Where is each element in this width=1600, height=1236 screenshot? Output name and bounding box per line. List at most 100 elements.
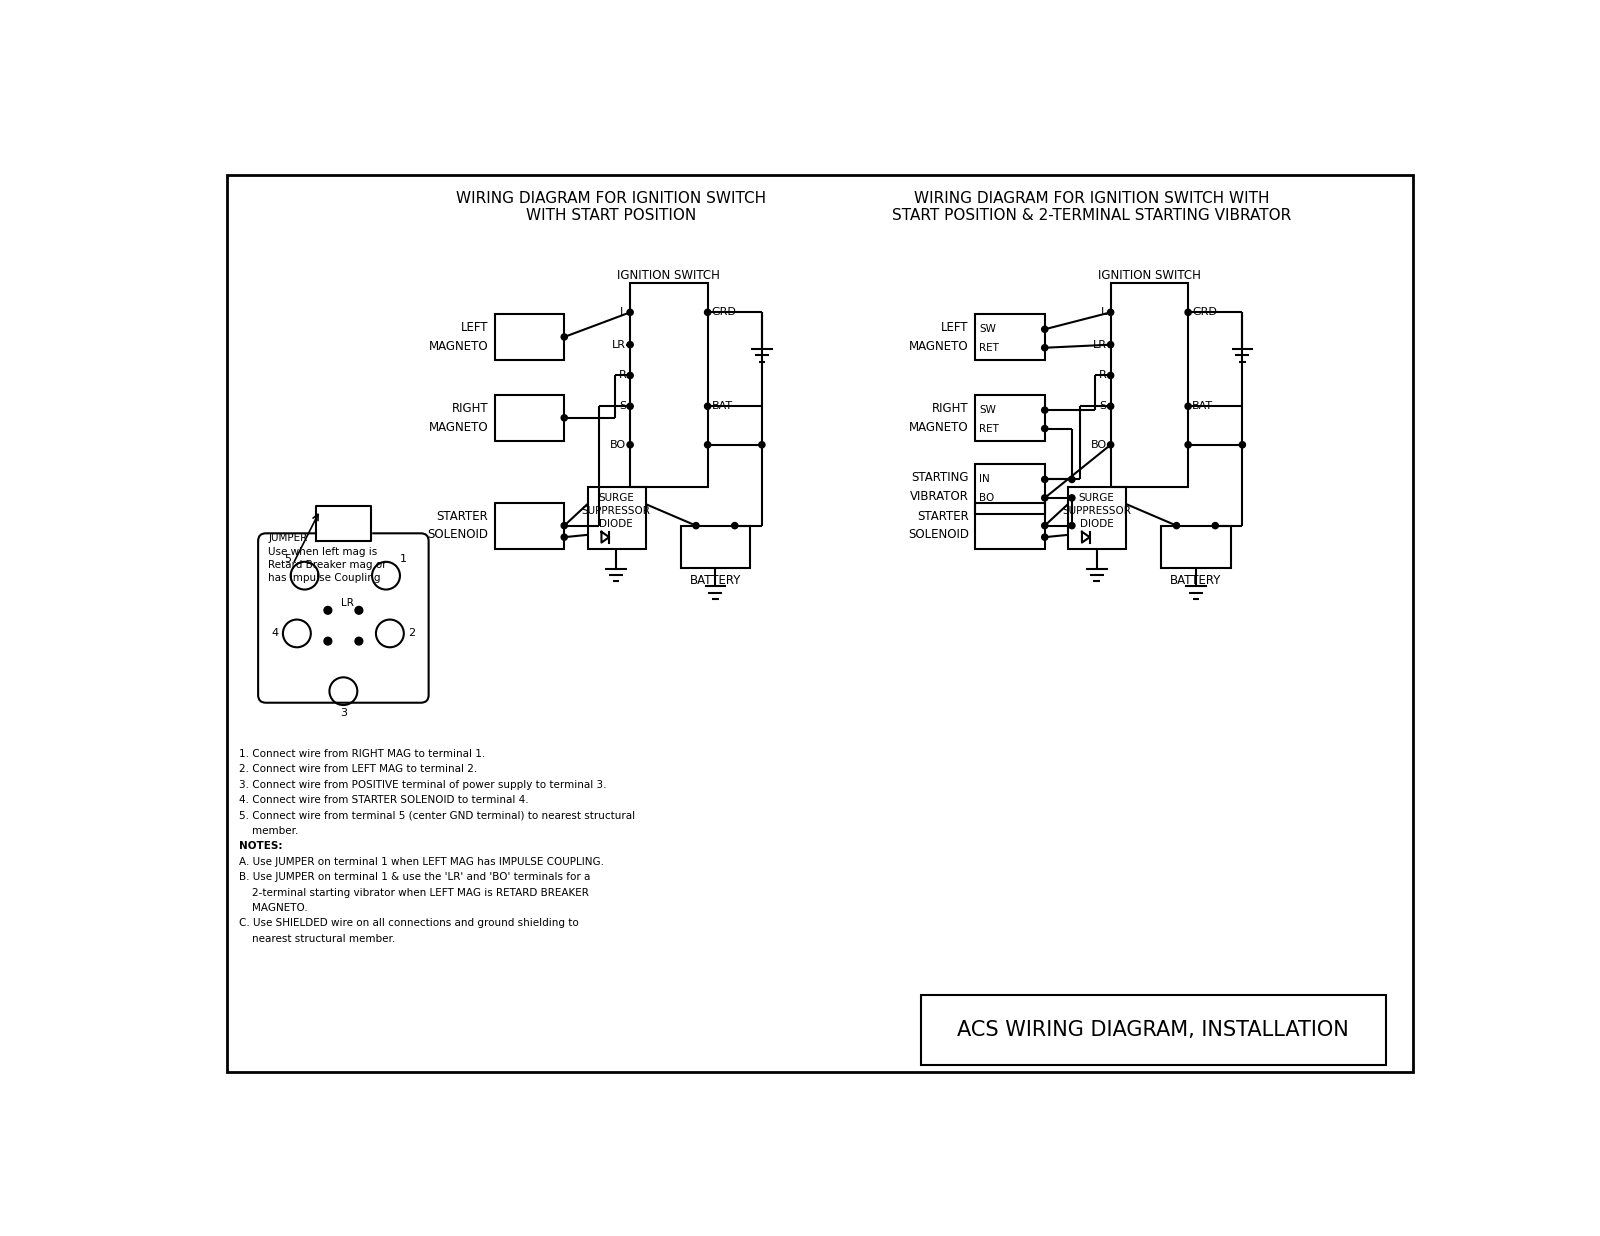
Text: ACS WIRING DIAGRAM, INSTALLATION: ACS WIRING DIAGRAM, INSTALLATION (957, 1020, 1349, 1039)
Text: S: S (619, 402, 626, 412)
Text: STARTER: STARTER (437, 510, 488, 523)
Text: SW: SW (979, 405, 995, 415)
Text: 5. Connect wire from terminal 5 (center GND terminal) to nearest structural: 5. Connect wire from terminal 5 (center … (238, 811, 635, 821)
Bar (630, 283, 707, 487)
Text: 4. Connect wire from STARTER SOLENOID to terminal 4.: 4. Connect wire from STARTER SOLENOID to… (238, 795, 528, 805)
Text: 5: 5 (285, 554, 291, 564)
Bar (494, 503, 565, 549)
Text: LEFT: LEFT (941, 321, 970, 334)
Circle shape (323, 607, 331, 614)
Circle shape (1107, 403, 1114, 409)
Text: BO: BO (1091, 440, 1107, 450)
Text: GRD: GRD (712, 308, 736, 318)
Text: RET: RET (979, 424, 998, 434)
Text: A. Use JUMPER on terminal 1 when LEFT MAG has IMPULSE COUPLING.: A. Use JUMPER on terminal 1 when LEFT MA… (238, 857, 603, 866)
Circle shape (693, 523, 699, 529)
Text: 3. Connect wire from POSITIVE terminal of power supply to terminal 3.: 3. Connect wire from POSITIVE terminal o… (238, 780, 606, 790)
Text: DIODE: DIODE (600, 519, 634, 529)
Bar (974, 394, 1045, 441)
Circle shape (704, 309, 710, 315)
Text: 3: 3 (339, 708, 347, 718)
Circle shape (627, 309, 634, 315)
Text: BAT: BAT (712, 402, 733, 412)
Bar (974, 503, 1045, 549)
Text: BAT: BAT (1192, 402, 1213, 412)
Text: RIGHT: RIGHT (451, 402, 488, 415)
Text: START POSITION & 2-TERMINAL STARTING VIBRATOR: START POSITION & 2-TERMINAL STARTING VIB… (891, 209, 1291, 224)
Circle shape (704, 403, 710, 409)
Circle shape (1240, 441, 1245, 447)
Text: B. Use JUMPER on terminal 1 & use the 'LR' and 'BO' terminals for a: B. Use JUMPER on terminal 1 & use the 'L… (238, 873, 590, 883)
Circle shape (1107, 441, 1114, 447)
Text: BO: BO (610, 440, 626, 450)
Text: SOLENOID: SOLENOID (427, 528, 488, 541)
Bar (920, 995, 1386, 1064)
Text: SUPPRESSOR: SUPPRESSOR (582, 507, 651, 517)
Text: IGNITION SWITCH: IGNITION SWITCH (618, 269, 720, 282)
Text: 1. Connect wire from RIGHT MAG to terminal 1.: 1. Connect wire from RIGHT MAG to termin… (238, 749, 485, 759)
Circle shape (1042, 425, 1048, 431)
Text: WIRING DIAGRAM FOR IGNITION SWITCH: WIRING DIAGRAM FOR IGNITION SWITCH (456, 190, 766, 205)
Text: VIBRATOR: VIBRATOR (910, 489, 970, 503)
Text: L: L (621, 308, 626, 318)
Circle shape (1186, 441, 1192, 447)
Text: MAGNETO: MAGNETO (429, 340, 488, 352)
Text: R: R (1099, 371, 1107, 381)
Bar (1110, 283, 1189, 487)
Circle shape (1107, 341, 1114, 347)
Circle shape (1173, 523, 1179, 529)
Circle shape (1186, 403, 1192, 409)
Text: 2: 2 (408, 628, 414, 639)
Text: MAGNETO: MAGNETO (909, 420, 970, 434)
Circle shape (1042, 345, 1048, 351)
Circle shape (1042, 476, 1048, 482)
Circle shape (1069, 494, 1075, 501)
Text: IN: IN (979, 475, 990, 485)
Bar (494, 314, 565, 360)
Text: 4: 4 (272, 628, 278, 639)
Circle shape (627, 341, 634, 347)
Text: GRD: GRD (1192, 308, 1218, 318)
Circle shape (562, 334, 568, 340)
Bar (1069, 487, 1126, 549)
Text: 2-terminal starting vibrator when LEFT MAG is RETARD BREAKER: 2-terminal starting vibrator when LEFT M… (238, 887, 589, 897)
Text: BO: BO (979, 493, 994, 503)
Circle shape (1042, 407, 1048, 413)
Bar (1162, 525, 1230, 569)
Text: MAGNETO: MAGNETO (429, 420, 488, 434)
Text: STARTER: STARTER (917, 510, 970, 523)
Text: LEFT: LEFT (461, 321, 488, 334)
Text: nearest structural member.: nearest structural member. (238, 933, 395, 944)
Circle shape (1042, 534, 1048, 540)
Text: 2. Connect wire from LEFT MAG to terminal 2.: 2. Connect wire from LEFT MAG to termina… (238, 764, 477, 774)
Text: NOTES:: NOTES: (238, 842, 282, 852)
Text: LR: LR (613, 340, 626, 350)
Text: BATTERY: BATTERY (1170, 575, 1221, 587)
Text: SURGE: SURGE (1078, 493, 1115, 503)
Bar (587, 487, 646, 549)
Text: 1: 1 (400, 554, 406, 564)
Circle shape (1107, 309, 1114, 315)
Text: RIGHT: RIGHT (933, 402, 970, 415)
Circle shape (355, 638, 363, 645)
Circle shape (627, 441, 634, 447)
Text: SOLENOID: SOLENOID (907, 528, 970, 541)
Circle shape (1042, 494, 1048, 501)
Text: L: L (1101, 308, 1107, 318)
Text: SUPPRESSOR: SUPPRESSOR (1062, 507, 1131, 517)
Text: LR: LR (341, 598, 354, 608)
Circle shape (627, 372, 634, 378)
Text: R: R (619, 371, 626, 381)
Text: MAGNETO: MAGNETO (909, 340, 970, 352)
Circle shape (1213, 523, 1218, 529)
Circle shape (1069, 476, 1075, 482)
Circle shape (627, 403, 634, 409)
Circle shape (704, 441, 710, 447)
Text: LR: LR (1093, 340, 1107, 350)
Text: IGNITION SWITCH: IGNITION SWITCH (1098, 269, 1202, 282)
Bar (974, 464, 1045, 514)
Text: SURGE: SURGE (598, 493, 634, 503)
Circle shape (562, 523, 568, 529)
Text: C. Use SHIELDED wire on all connections and ground shielding to: C. Use SHIELDED wire on all connections … (238, 918, 579, 928)
Circle shape (1042, 523, 1048, 529)
